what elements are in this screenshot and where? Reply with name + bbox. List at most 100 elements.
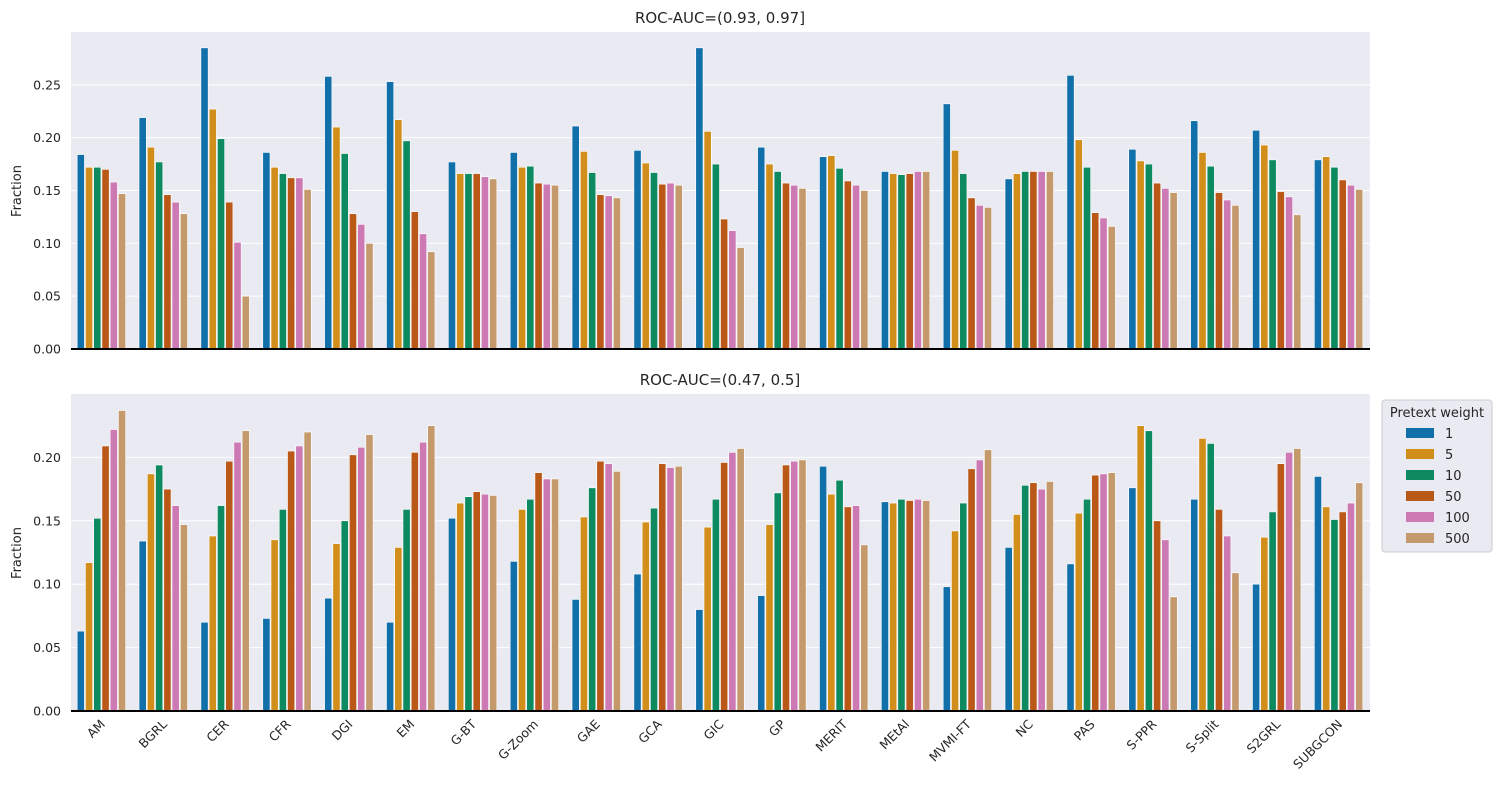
- bar-DGI-w5: [332, 543, 341, 712]
- y-tick-label: 0.20: [33, 450, 61, 465]
- bar-MERIT-w100: [852, 184, 861, 350]
- x-tick-label: CFR: [266, 716, 294, 744]
- bar-GP-w100: [790, 460, 799, 712]
- bar-MVMI-FT-w100: [975, 459, 984, 712]
- bar-NC-w10: [1021, 484, 1030, 712]
- bar-GCA-w5: [641, 521, 650, 712]
- bar-MERIT-w500: [860, 190, 869, 350]
- bar-GAE-w10: [588, 172, 597, 350]
- legend-frame: [1381, 399, 1493, 553]
- top-panel: 0.00 0.05 0.10 0.15 0.20 0.25 ROC-AUC=(0.93, …: [10, 9, 1370, 357]
- bar-S-PPR-w50: [1153, 520, 1162, 712]
- bar-GCA-w5: [641, 162, 650, 350]
- bar-GP-w10: [773, 171, 782, 350]
- bar-S-PPR-w1: [1128, 148, 1137, 350]
- bar-MVMI-FT-w1: [942, 586, 951, 712]
- legend-swatch: [1406, 512, 1434, 522]
- bar-G-BT-w5: [456, 173, 465, 350]
- bar-S-PPR-w500: [1169, 192, 1178, 350]
- x-tick-label: MERIT: [812, 716, 850, 754]
- bar-MERIT-w10: [835, 479, 844, 712]
- bar-BGRL-w1: [138, 540, 147, 712]
- bar-S-Split-w1: [1190, 498, 1199, 712]
- bar-S-Split-w5: [1198, 152, 1207, 350]
- bar-G-BT-w50: [472, 173, 481, 350]
- bar-NC-w50: [1029, 171, 1038, 350]
- bar-PAS-w100: [1099, 217, 1108, 350]
- bar-MERIT-w50: [843, 180, 852, 350]
- bar-CFR-w50: [287, 177, 296, 350]
- bar-GIC-w50: [720, 218, 729, 350]
- bar-S-PPR-w10: [1144, 430, 1153, 712]
- bar-MVMI-FT-w10: [959, 173, 968, 350]
- bar-GIC-w500: [736, 448, 745, 712]
- bar-PAS-w50: [1091, 474, 1100, 712]
- bar-MEtAl-w10: [897, 174, 906, 350]
- x-tick-label: MVMI-FT: [926, 716, 974, 764]
- bar-CER-w10: [217, 138, 225, 350]
- bar-MEtAl-w100: [914, 498, 922, 712]
- x-tick-label: S2GRL: [1244, 716, 1284, 756]
- bar-PAS-w5: [1074, 512, 1083, 712]
- bar-AM-w50: [101, 169, 110, 350]
- bar-G-Zoom-w500: [551, 478, 559, 712]
- bar-AM-w100: [109, 429, 118, 712]
- bar-AM-w1: [76, 630, 85, 712]
- bar-MEtAl-w50: [905, 173, 914, 350]
- bar-S2GRL-w5: [1260, 536, 1269, 712]
- bar-S-Split-w100: [1223, 199, 1232, 350]
- bar-CER-w100: [233, 241, 242, 350]
- bar-NC-w1: [1004, 547, 1013, 712]
- bar-GP-w1: [757, 146, 766, 350]
- bar-DGI-w5: [332, 126, 341, 350]
- bar-GAE-w1: [571, 125, 580, 350]
- bar-MEtAl-w100: [914, 171, 922, 350]
- bar-S2GRL-w10: [1268, 511, 1277, 712]
- bar-EM-w1: [386, 621, 395, 712]
- bar-S2GRL-w500: [1293, 448, 1302, 712]
- bar-GP-w5: [765, 163, 774, 350]
- bar-MEtAl-w5: [889, 502, 898, 712]
- x-tick-label: SUBGCON: [1290, 717, 1345, 772]
- bar-CER-w500: [241, 295, 250, 350]
- bar-G-BT-w5: [456, 502, 465, 712]
- bar-CER-w1: [200, 47, 209, 350]
- bar-S-Split-w5: [1198, 438, 1207, 712]
- bar-GCA-w10: [650, 172, 658, 350]
- y-tick-label: 0.00: [33, 704, 61, 719]
- bar-GAE-w50: [596, 194, 605, 350]
- bar-MERIT-w100: [852, 505, 861, 712]
- x-tick-label: BGRL: [135, 716, 169, 750]
- bar-BGRL-w100: [171, 201, 180, 350]
- x-tick-label: CER: [203, 716, 232, 745]
- bar-S-Split-w500: [1231, 572, 1240, 712]
- bar-S-Split-w10: [1206, 165, 1215, 350]
- bar-AM-w10: [93, 517, 102, 712]
- bar-NC-w10: [1021, 171, 1030, 350]
- bar-PAS-w5: [1074, 139, 1083, 350]
- bar-SUBGCON-w50: [1338, 511, 1347, 712]
- bar-S-PPR-w10: [1144, 163, 1153, 350]
- x-tick-label: GP: [766, 716, 789, 739]
- bar-GCA-w500: [674, 184, 683, 350]
- bar-G-Zoom-w5: [518, 509, 526, 712]
- bar-DGI-w500: [365, 243, 374, 350]
- bar-AM-w5: [85, 562, 93, 712]
- bar-BGRL-w10: [155, 464, 164, 712]
- bar-MERIT-w5: [827, 155, 836, 350]
- bar-PAS-w100: [1099, 473, 1108, 712]
- y-tick-label: 0.05: [33, 289, 61, 304]
- x-tick-label: EM: [394, 717, 418, 741]
- bar-MEtAl-w500: [922, 171, 931, 350]
- x-tick-label: S-PPR: [1123, 716, 1159, 752]
- bar-CFR-w500: [303, 189, 312, 350]
- bar-SUBGCON-w1: [1314, 159, 1322, 350]
- bar-BGRL-w500: [179, 213, 188, 350]
- bar-EM-w100: [419, 441, 428, 712]
- bar-S-PPR-w50: [1153, 182, 1162, 350]
- bar-G-BT-w500: [489, 495, 498, 712]
- bar-SUBGCON-w500: [1355, 482, 1364, 712]
- bar-CER-w1: [200, 621, 209, 712]
- bar-NC-w5: [1012, 173, 1021, 350]
- bar-BGRL-w1: [138, 117, 147, 350]
